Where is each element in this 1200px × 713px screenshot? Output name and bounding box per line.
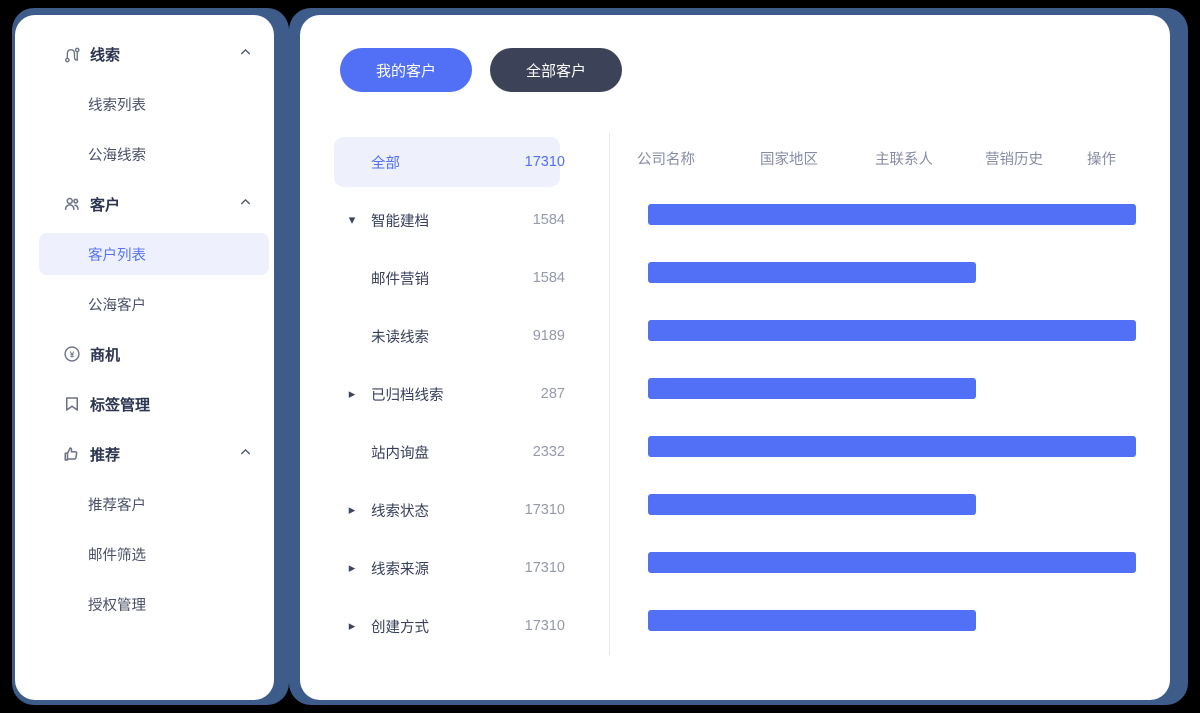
svg-text:¥: ¥: [70, 350, 75, 359]
